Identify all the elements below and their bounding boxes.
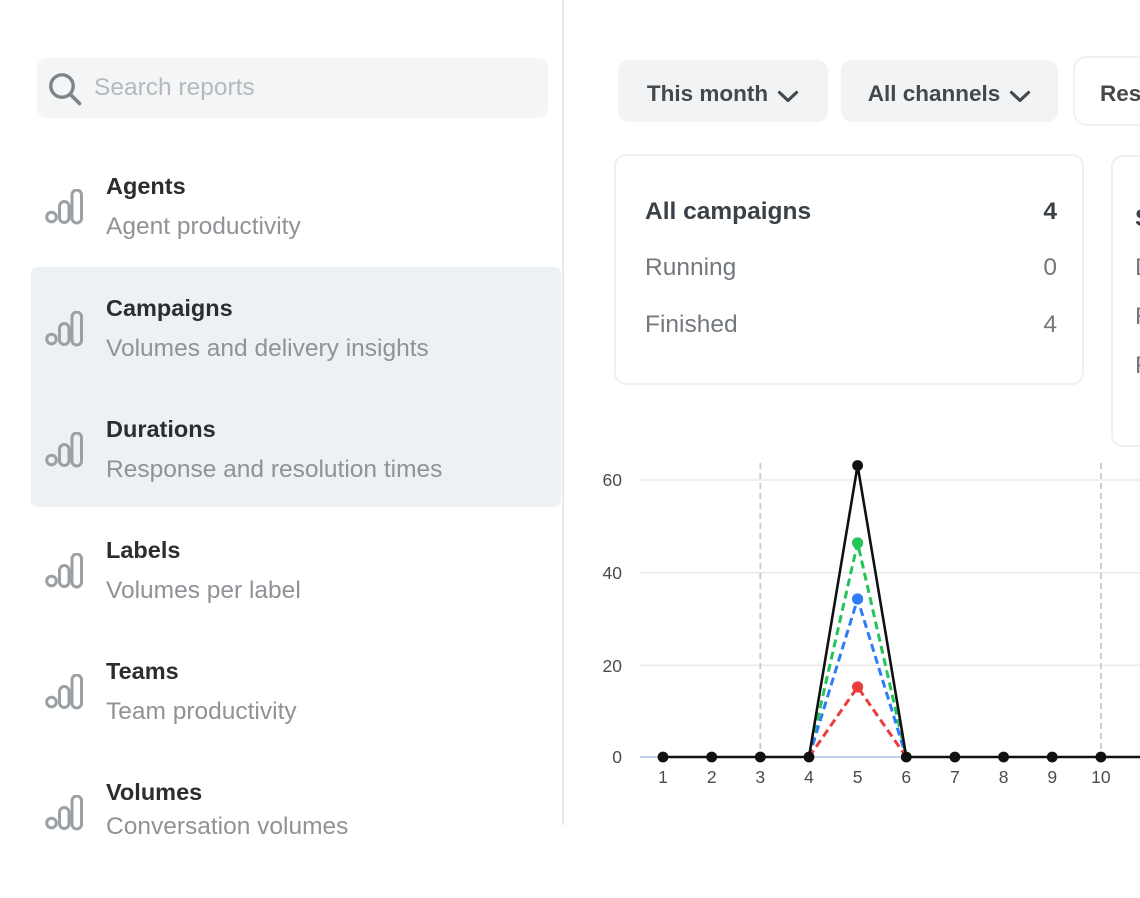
svg-text:10: 10 [1091,767,1111,787]
svg-text:9: 9 [1047,767,1057,787]
svg-text:60: 60 [603,470,623,490]
svg-text:20: 20 [603,656,623,676]
svg-text:8: 8 [999,767,1009,787]
svg-text:7: 7 [950,767,960,787]
svg-text:1: 1 [658,767,668,787]
svg-text:3: 3 [755,767,765,787]
svg-text:4: 4 [804,767,814,787]
svg-text:0: 0 [612,747,622,767]
svg-text:40: 40 [603,563,623,583]
svg-text:6: 6 [901,767,911,787]
svg-text:5: 5 [853,767,863,787]
svg-text:2: 2 [707,767,717,787]
